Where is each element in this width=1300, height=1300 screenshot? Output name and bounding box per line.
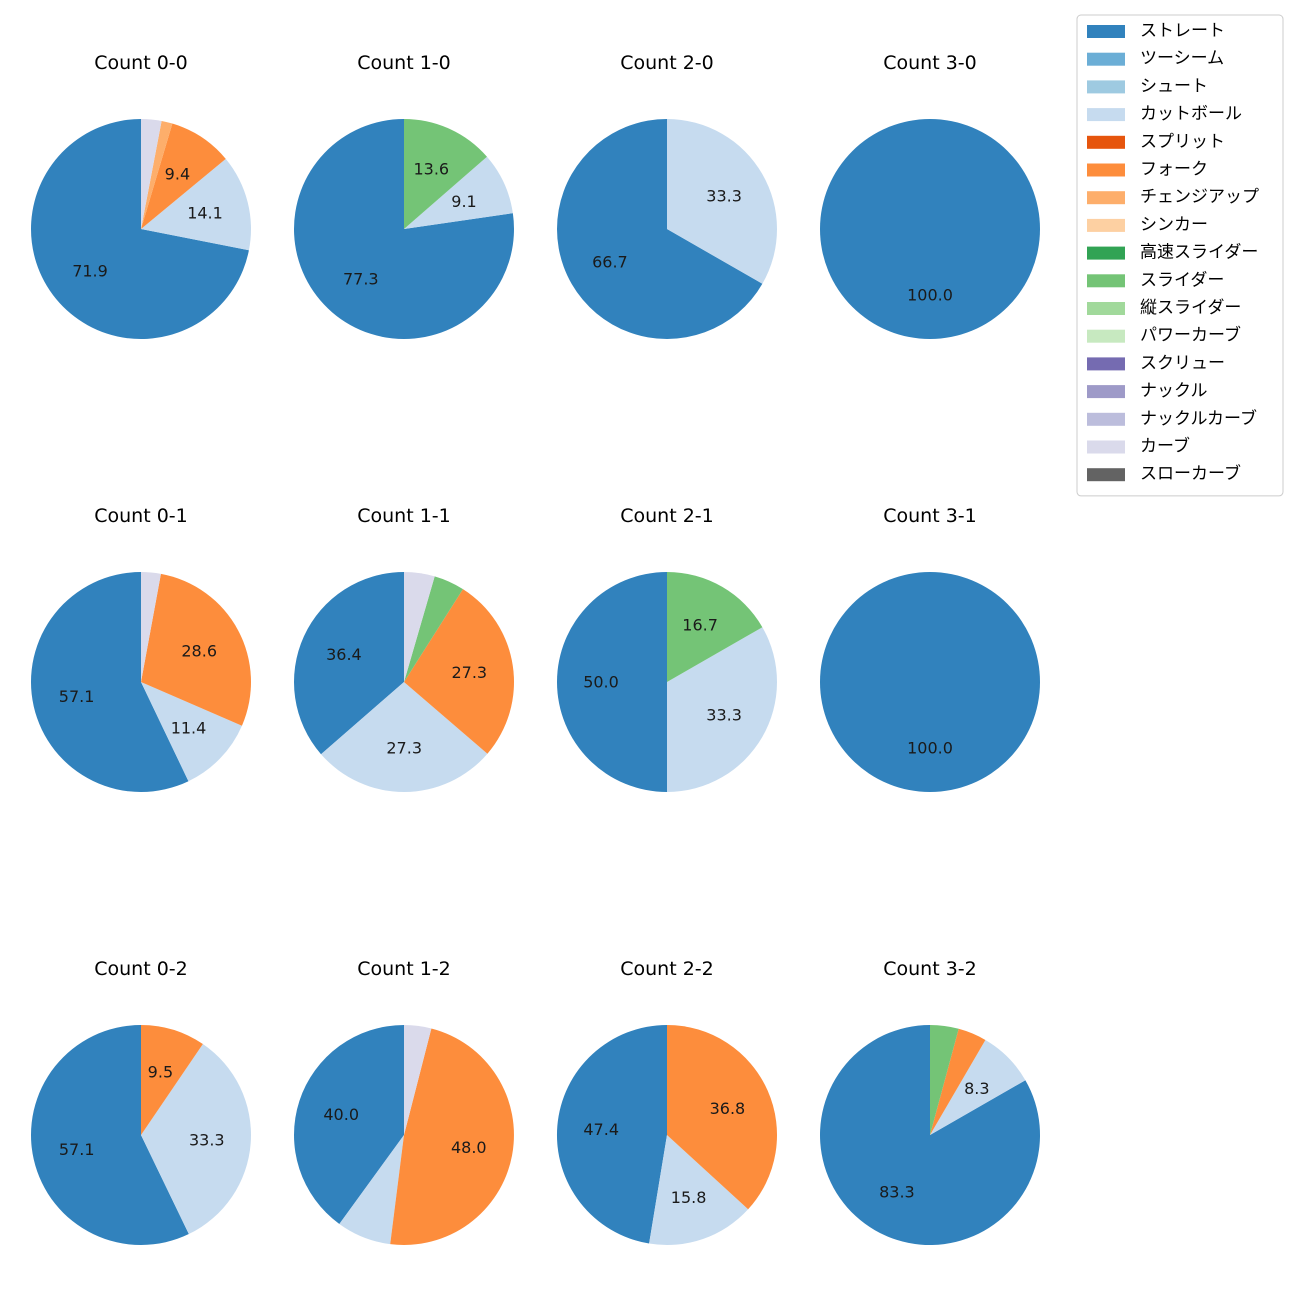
slice-label: 9.5 — [148, 1062, 173, 1081]
legend-label: スクリュー — [1140, 353, 1225, 373]
legend-label: フォーク — [1140, 160, 1208, 180]
legend: ストレートツーシームシュートカットボールスプリットフォークチェンジアップシンカー… — [1077, 15, 1283, 496]
pie-title: Count 0-1 — [94, 505, 188, 527]
legend-swatch — [1087, 468, 1125, 481]
slice-label: 100.0 — [907, 739, 953, 758]
slice-label: 57.1 — [59, 687, 95, 706]
legend-swatch — [1087, 302, 1125, 315]
legend-label: ナックルカーブ — [1140, 408, 1257, 429]
pie-chart-grid: Count 0-0 71.9 14.1 9.4 Count 1-0 77.3 9.113.6… — [0, 0, 1300, 1300]
legend-swatch — [1087, 53, 1125, 66]
legend-label: 高速スライダー — [1140, 243, 1258, 263]
pie-count-2-2: Count 2-2 47.4 15.8 36.8 — [557, 958, 777, 1245]
legend-swatch — [1087, 191, 1125, 204]
pie-title: Count 3-2 — [883, 958, 977, 980]
pie-title: Count 2-0 — [620, 52, 714, 74]
pie-title: Count 2-1 — [620, 505, 714, 527]
slice-label: 66.7 — [592, 253, 628, 272]
pie-count-1-2: Count 1-2 40.0 48.0 — [294, 958, 514, 1245]
slice-label: 27.3 — [451, 663, 487, 682]
legend-swatch — [1087, 136, 1125, 149]
slice-label: 9.1 — [451, 192, 476, 211]
pie-count-1-1: Count 1-1 36.4 27.3 27.3 — [294, 505, 514, 792]
pie-count-1-0: Count 1-0 77.3 9.113.6 — [294, 52, 514, 339]
pie-title: Count 1-1 — [357, 505, 451, 527]
legend-swatch — [1087, 25, 1125, 38]
slice-label: 9.4 — [165, 165, 190, 184]
legend-label: シュート — [1140, 76, 1208, 96]
slice-label: 8.3 — [964, 1079, 989, 1098]
slice-label: 83.3 — [879, 1183, 915, 1202]
legend-label: ツーシーム — [1140, 49, 1224, 69]
legend-swatch — [1087, 219, 1125, 232]
slice-label: 15.8 — [671, 1188, 707, 1207]
slice-label: 57.1 — [59, 1140, 95, 1159]
legend-swatch — [1087, 164, 1125, 177]
slice-label: 40.0 — [323, 1105, 359, 1124]
pie-count-3-1: Count 3-1 100.0 — [820, 505, 1040, 792]
legend-label: シンカー — [1140, 215, 1208, 235]
slice-label: 13.6 — [413, 159, 449, 178]
legend-swatch — [1087, 108, 1125, 121]
legend-label: カーブ — [1140, 436, 1190, 457]
slice-label: 14.1 — [187, 203, 223, 222]
legend-label: ストレート — [1140, 21, 1225, 41]
legend-swatch — [1087, 357, 1125, 370]
slice-label: 27.3 — [386, 739, 422, 758]
legend-swatch — [1087, 441, 1125, 454]
slice-label: 36.8 — [710, 1099, 746, 1118]
legend-swatch — [1087, 330, 1125, 343]
pie-count-0-1: Count 0-1 57.1 11.4 28.6 — [31, 505, 251, 792]
slice-label: 33.3 — [189, 1130, 225, 1149]
slice-label: 16.7 — [682, 615, 718, 634]
legend-swatch — [1087, 413, 1125, 426]
slice-label: 11.4 — [171, 718, 207, 737]
pie-title: Count 2-2 — [620, 958, 714, 980]
slice-label: 77.3 — [343, 269, 379, 288]
pie-count-3-0: Count 3-0 100.0 — [820, 52, 1040, 339]
slice-label: 50.0 — [583, 673, 619, 692]
slice-label: 48.0 — [451, 1138, 487, 1157]
legend-label: カットボール — [1140, 104, 1242, 124]
legend-label: 縦スライダー — [1140, 298, 1241, 318]
legend-swatch — [1087, 247, 1125, 260]
pie-title: Count 0-0 — [94, 52, 188, 74]
slice-label: 33.3 — [706, 186, 742, 205]
pie-count-0-0: Count 0-0 71.9 14.1 9.4 — [31, 52, 251, 339]
pie-title: Count 1-0 — [357, 52, 451, 74]
slice-label: 33.3 — [706, 706, 742, 725]
pie-title: Count 1-2 — [357, 958, 451, 980]
legend-swatch — [1087, 80, 1125, 93]
slice-label: 36.4 — [326, 645, 362, 664]
legend-label: スライダー — [1140, 270, 1224, 290]
legend-label: スプリット — [1140, 132, 1225, 152]
pie-title: Count 3-1 — [883, 505, 977, 527]
legend-swatch — [1087, 274, 1125, 287]
legend-label: パワーカーブ — [1140, 325, 1241, 346]
legend-label: チェンジアップ — [1140, 187, 1259, 207]
pie-count-2-1: Count 2-1 50.0 33.3 16.7 — [557, 505, 777, 792]
slice-label: 28.6 — [181, 641, 217, 660]
slice-label: 100.0 — [907, 286, 953, 305]
pie-slice-ストレート — [820, 119, 1040, 339]
pie-count-2-0: Count 2-0 66.7 33.3 — [557, 52, 777, 339]
pie-title: Count 0-2 — [94, 958, 188, 980]
pie-title: Count 3-0 — [883, 52, 977, 74]
slice-label: 47.4 — [583, 1120, 619, 1139]
pie-count-3-2: Count 3-2 83.3 8.3 — [820, 958, 1040, 1245]
legend-swatch — [1087, 385, 1125, 398]
pie-count-0-2: Count 0-2 57.1 33.3 9.5 — [31, 958, 251, 1245]
slice-label: 71.9 — [72, 261, 108, 280]
legend-label: ナックル — [1140, 381, 1208, 401]
pie-slice-ストレート — [820, 572, 1040, 792]
legend-label: スローカーブ — [1140, 463, 1241, 484]
